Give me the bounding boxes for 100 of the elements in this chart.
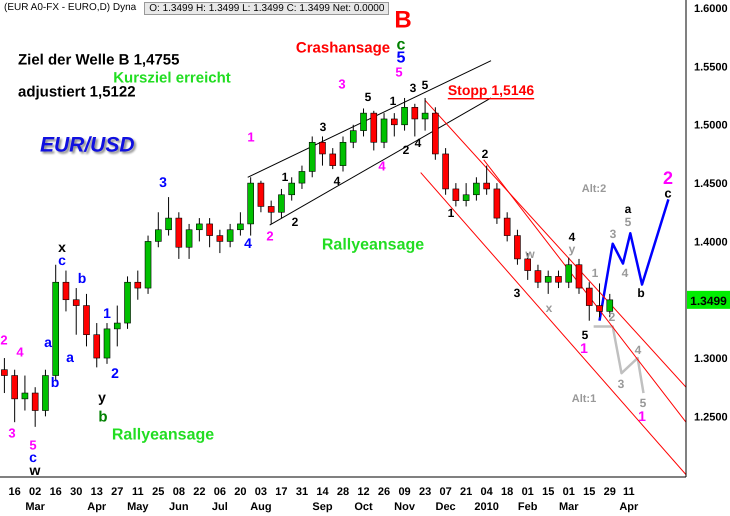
x-tick-label: 25 (152, 486, 164, 498)
candlestick (452, 182, 460, 207)
annotation: c (664, 186, 672, 200)
candlestick (237, 212, 244, 236)
x-tick-label: 23 (418, 486, 432, 498)
annotation: 2 (482, 147, 489, 161)
x-tick-label: 13 Apr (87, 486, 107, 513)
annotation: 4 (16, 344, 24, 360)
annotation: 5 (364, 90, 372, 104)
x-tick-label: 08 Jun (169, 486, 189, 513)
annotation: x (546, 301, 553, 315)
candlestick (186, 223, 192, 260)
candlestick (514, 229, 521, 266)
candlestick (114, 305, 121, 347)
candlestick (340, 136, 346, 172)
annotation: 3 (320, 120, 327, 134)
y-tick-label: 1.3000 (694, 352, 728, 365)
annotation: a (624, 202, 632, 216)
annotation: 2 (292, 215, 299, 229)
x-tick-label: 14 Sep (312, 486, 333, 513)
candlestick (380, 112, 388, 149)
annotation: 4 (568, 230, 576, 244)
annotation: 1 (448, 206, 455, 220)
annotation: b (78, 270, 86, 286)
annotation: 2 (111, 365, 120, 381)
candlestick (62, 270, 70, 312)
x-tick-label: 11 Apr (619, 486, 640, 513)
annotation: 2 (608, 310, 616, 324)
candlestick (565, 257, 572, 289)
candlestick (576, 258, 582, 294)
x-tick-label: 01 Mar (558, 486, 580, 513)
annotation: 3 (618, 377, 625, 391)
x-tick-label: 04 2010 (474, 486, 499, 513)
annotation: 5 (624, 215, 632, 229)
x-tick-label: 29 (604, 486, 616, 498)
x-tick-label: 16 (50, 486, 62, 498)
candlestick (155, 212, 162, 248)
candlestick (288, 176, 295, 202)
annotation: b (50, 374, 60, 390)
chart-subtitle: O: 1.3499 H: 1.3499 L: 1.3499 C: 1.3499 Net: 0.0000 (144, 2, 390, 15)
annotation: 1 (390, 94, 397, 108)
candlestick (93, 322, 100, 368)
annotation: adjustiert 1,5122 (18, 84, 136, 100)
annotation: 1 (580, 340, 588, 356)
candlestick (462, 182, 470, 207)
annotation: 1 (638, 408, 646, 424)
candlestick (216, 229, 224, 254)
annotation: w (28, 462, 41, 478)
candlestick (350, 124, 357, 149)
candlestick (319, 136, 326, 166)
y-tick-label: 1.5000 (694, 120, 728, 132)
annotation: 3 (410, 81, 417, 95)
candlestick (391, 112, 398, 137)
y-tick-label: 1.4000 (694, 236, 728, 248)
y-tick-label: 1.4500 (694, 178, 728, 190)
annotation: 1 (592, 266, 599, 280)
candlestick (555, 270, 562, 289)
x-tick-label: 27 (111, 486, 124, 498)
annotation: 5 (422, 78, 429, 92)
candlestick (165, 196, 172, 236)
candlestick (596, 282, 603, 318)
candlestick (72, 288, 80, 336)
annotation: y (98, 389, 106, 405)
candlestick (278, 188, 285, 219)
candlestick (504, 212, 510, 242)
annotation: 4 (334, 174, 341, 188)
annotation: Rallyeansage (322, 236, 424, 254)
annotation: 5 (582, 328, 589, 342)
annotation: Alt:2 (582, 183, 606, 195)
candlestick (258, 180, 264, 213)
annotation: 1 (282, 170, 289, 184)
annotation: 2 (266, 228, 274, 244)
candlestick (196, 218, 203, 242)
candlestick (401, 97, 408, 132)
y-tick-label: 1.2500 (694, 411, 728, 424)
x-tick-label: 17 (275, 486, 288, 498)
annotation: c (58, 252, 66, 268)
annotation: Ziel der Welle B 1,4755 (18, 52, 180, 68)
annotation: x (58, 239, 66, 255)
x-tick-label: 11 May (127, 486, 150, 513)
annotation: 1 (103, 305, 112, 321)
annotation: 4 (634, 343, 642, 357)
annotation: w (524, 247, 536, 261)
annotation: Kursziel erreicht (113, 70, 231, 86)
x-tick-label: 12 Oct (354, 486, 374, 513)
annotation: 5 (396, 50, 406, 66)
candlestick (586, 282, 593, 322)
x-tick-label: 18 (501, 486, 514, 498)
x-tick-label: 01 Feb (518, 486, 538, 513)
candlestick (298, 165, 306, 190)
candlestick (473, 176, 480, 202)
y-tick-label: 1.5500 (694, 61, 728, 74)
candlestick (544, 270, 552, 294)
candlestick (11, 369, 18, 423)
candlestick (206, 218, 213, 248)
x-tick-label: 15 (542, 486, 554, 498)
candlestick (412, 103, 418, 137)
annotation: a (44, 334, 52, 350)
annotation: B (394, 6, 412, 34)
x-tick-label: 26 (378, 486, 390, 498)
